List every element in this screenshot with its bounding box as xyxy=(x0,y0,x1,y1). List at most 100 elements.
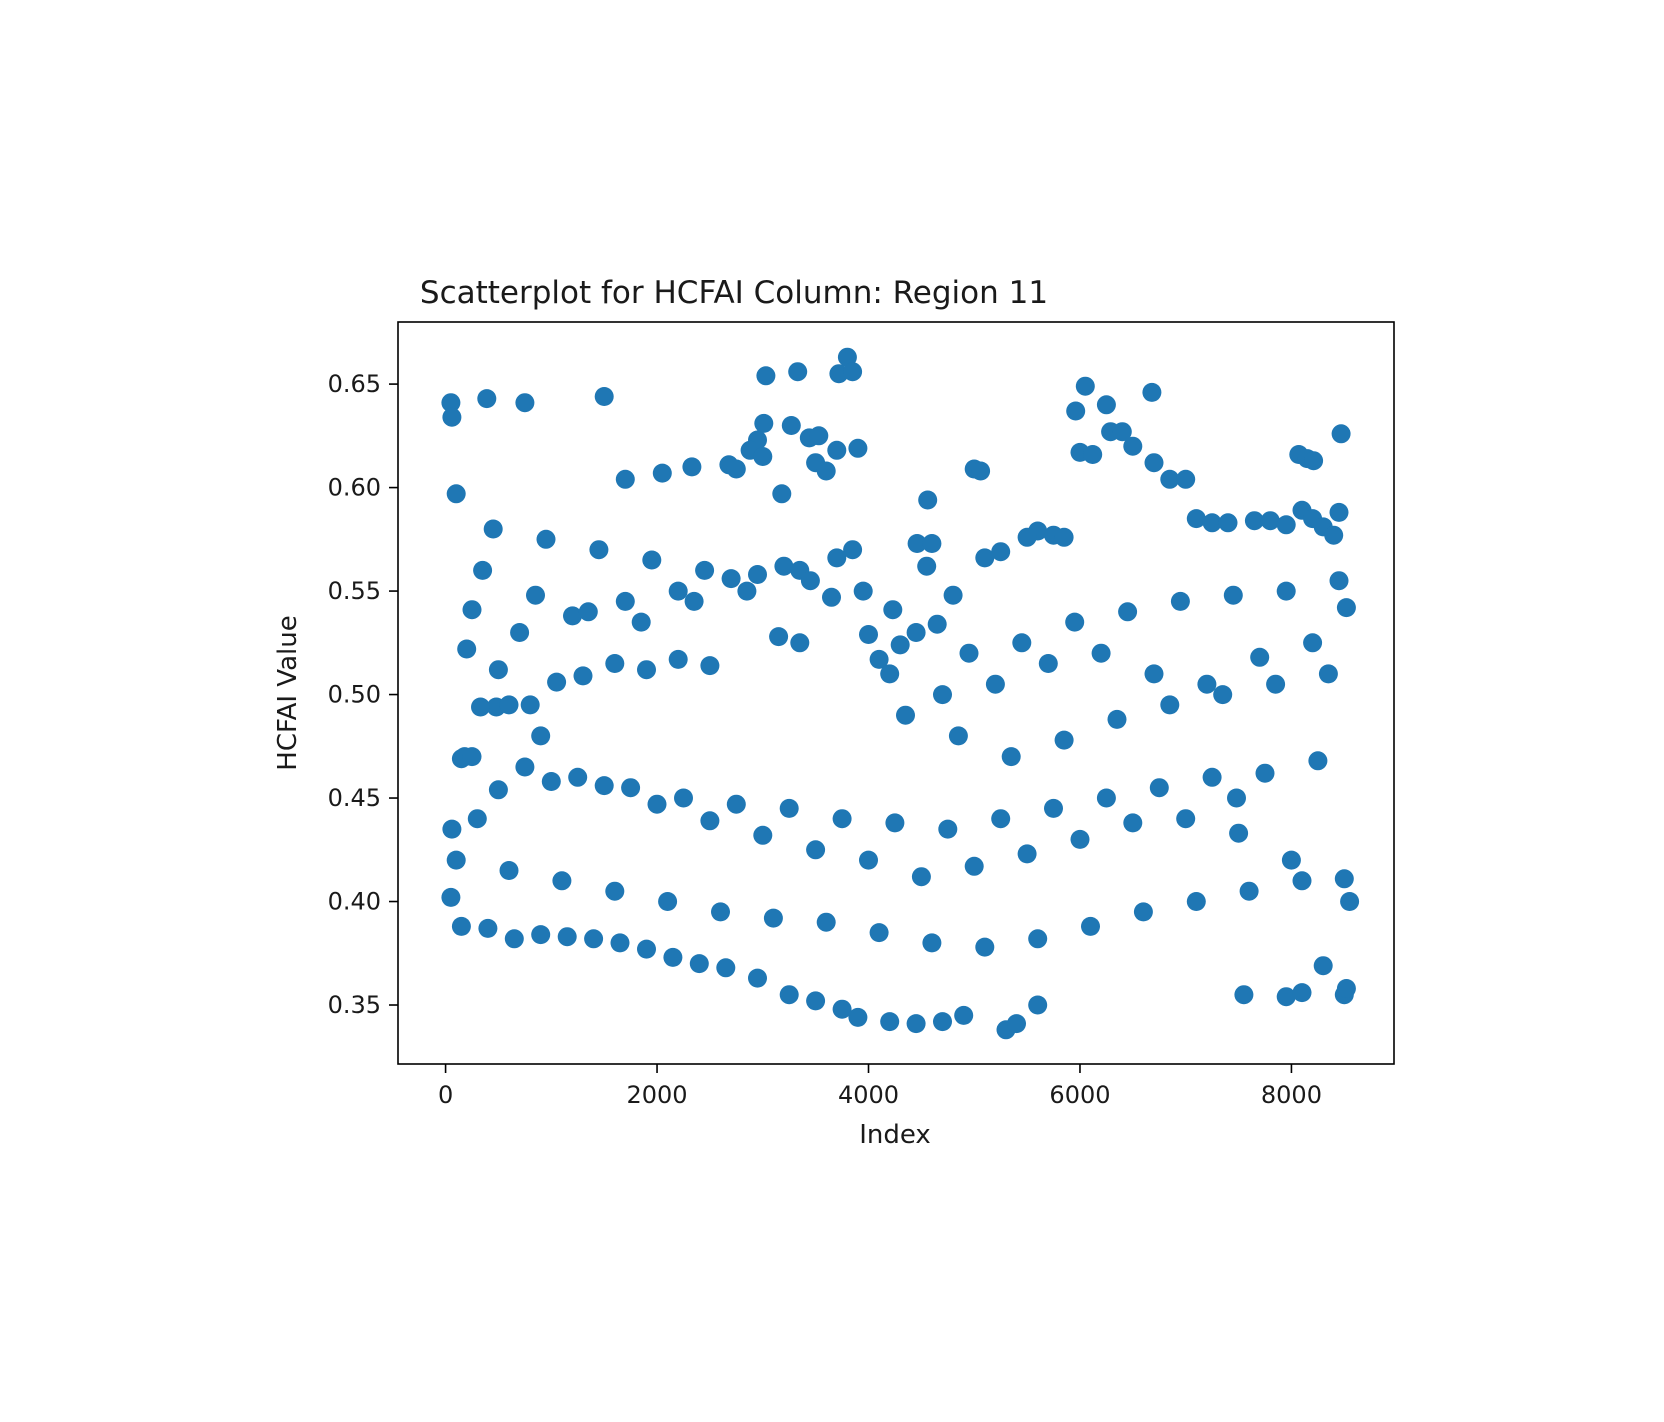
scatter-point xyxy=(1028,995,1048,1015)
scatter-point xyxy=(473,560,493,580)
y-axis: 0.35 0.40 0.45 0.50 0.55 0.60 0.65 xyxy=(328,370,398,1019)
scatter-point xyxy=(615,591,635,611)
scatter-point xyxy=(933,1012,952,1032)
scatter-point xyxy=(488,660,508,680)
scatter-point xyxy=(1038,654,1058,673)
scatter-point xyxy=(1304,451,1324,471)
scatter-point xyxy=(890,635,910,655)
scatter-point xyxy=(499,695,519,715)
scatter-point xyxy=(441,887,461,907)
scatter-point xyxy=(933,685,952,705)
scatter-point xyxy=(1260,511,1280,531)
scatter-point xyxy=(1144,453,1164,473)
scatter-point xyxy=(809,426,829,446)
scatter-point xyxy=(756,366,776,386)
scatter-point xyxy=(695,560,715,580)
scatter-point xyxy=(1066,401,1086,421)
scatter-point xyxy=(1239,881,1259,901)
scatter-point xyxy=(781,416,801,435)
scatter-point xyxy=(477,389,497,409)
scatter-point xyxy=(711,902,730,922)
scatter-point xyxy=(1334,869,1354,889)
scatter-point xyxy=(1244,511,1264,531)
scatter-point xyxy=(1123,813,1143,833)
scatter-point xyxy=(1070,829,1090,849)
scatter-point xyxy=(536,529,556,549)
scatter-point xyxy=(906,1014,926,1034)
scatter-point xyxy=(1091,643,1111,663)
scatter-point xyxy=(779,798,799,818)
scatter-point xyxy=(462,600,482,620)
scatter-point xyxy=(1170,591,1190,611)
y-tick-label: 0.60 xyxy=(328,474,381,502)
scatter-point xyxy=(668,581,688,601)
scatter-point xyxy=(948,726,968,746)
scatter-point xyxy=(457,639,477,659)
scatter-point xyxy=(753,447,773,466)
scatter-point xyxy=(800,571,820,591)
scatter-point xyxy=(790,633,810,653)
scatter-point xyxy=(1292,983,1312,1003)
scatter-point xyxy=(827,548,847,568)
scatter-point xyxy=(1017,844,1037,864)
scatter-point xyxy=(647,794,667,814)
scatter-point xyxy=(1133,902,1153,922)
scatter-point xyxy=(1096,788,1116,808)
y-tick-label: 0.40 xyxy=(328,888,381,916)
scatter-point xyxy=(917,556,937,576)
scatter-point xyxy=(938,819,958,839)
scatter-point xyxy=(446,850,466,870)
scatter-point xyxy=(806,991,826,1011)
scatter-point xyxy=(748,565,767,584)
scatter-point xyxy=(1017,527,1037,547)
scatter-point xyxy=(668,649,688,669)
scatter-point xyxy=(689,954,709,974)
scatter-point xyxy=(547,672,567,692)
scatter-point xyxy=(1276,515,1296,535)
scatter-point xyxy=(1083,445,1103,464)
scatter-point xyxy=(1229,823,1249,843)
scatter-point xyxy=(779,985,799,1005)
y-tick-label: 0.65 xyxy=(328,370,381,398)
x-tick-label: 0 xyxy=(438,1081,453,1109)
scatter-point xyxy=(1234,985,1254,1005)
scatter-point xyxy=(488,780,508,800)
scatter-point xyxy=(1227,788,1246,808)
scatter-point xyxy=(1012,633,1032,653)
scatter-point xyxy=(869,923,889,943)
scatter-point xyxy=(700,811,720,831)
scatter-point xyxy=(462,747,482,767)
scatter-point xyxy=(843,540,863,560)
chart-title: Scatterplot for HCFAI Column: Region 11 xyxy=(420,275,1048,311)
scatter-point xyxy=(605,654,625,673)
scatter-point xyxy=(504,929,524,949)
scatter-point xyxy=(859,850,878,870)
scatter-point xyxy=(573,666,593,686)
scatter-point xyxy=(605,881,625,901)
scatter-point xyxy=(1276,581,1296,601)
scatter-point xyxy=(451,916,471,936)
scatter-point xyxy=(674,788,693,808)
scatter-point xyxy=(700,656,720,676)
x-axis-label: Index xyxy=(859,1120,931,1150)
scatter-point xyxy=(843,362,863,382)
x-tick-label: 6000 xyxy=(1049,1081,1110,1109)
scatter-points xyxy=(441,347,1360,1040)
scatter-point xyxy=(663,947,683,967)
y-tick-label: 0.45 xyxy=(328,784,381,812)
scatter-point xyxy=(880,1012,900,1032)
scatter-point xyxy=(1329,502,1349,522)
scatter-point xyxy=(526,585,545,605)
scatter-point xyxy=(726,459,746,479)
scatter-point xyxy=(637,939,656,959)
scatter-point xyxy=(1144,664,1164,684)
scatter-point xyxy=(1112,422,1132,442)
scatter-point xyxy=(1250,647,1270,667)
scatter-point xyxy=(1186,892,1206,911)
scatter-point xyxy=(1292,871,1312,891)
scatter-point xyxy=(907,534,927,553)
scatter-point xyxy=(721,569,741,589)
scatter-point xyxy=(853,581,873,601)
scatter-point xyxy=(848,1007,868,1027)
